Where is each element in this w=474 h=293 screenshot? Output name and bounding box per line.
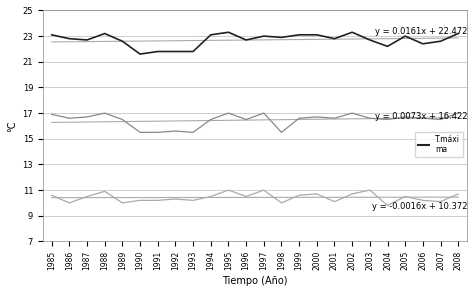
Text: y = -0.0016x + 10.372: y = -0.0016x + 10.372 bbox=[372, 202, 467, 211]
Legend: T.máxi
ma: T.máxi ma bbox=[415, 132, 463, 157]
Y-axis label: °C: °C bbox=[7, 120, 17, 132]
X-axis label: Tiempo (Año): Tiempo (Año) bbox=[222, 276, 288, 286]
Text: y = 0.0073x + 16.422: y = 0.0073x + 16.422 bbox=[374, 112, 467, 121]
Text: y = 0.0161x + 22.472: y = 0.0161x + 22.472 bbox=[374, 27, 467, 36]
